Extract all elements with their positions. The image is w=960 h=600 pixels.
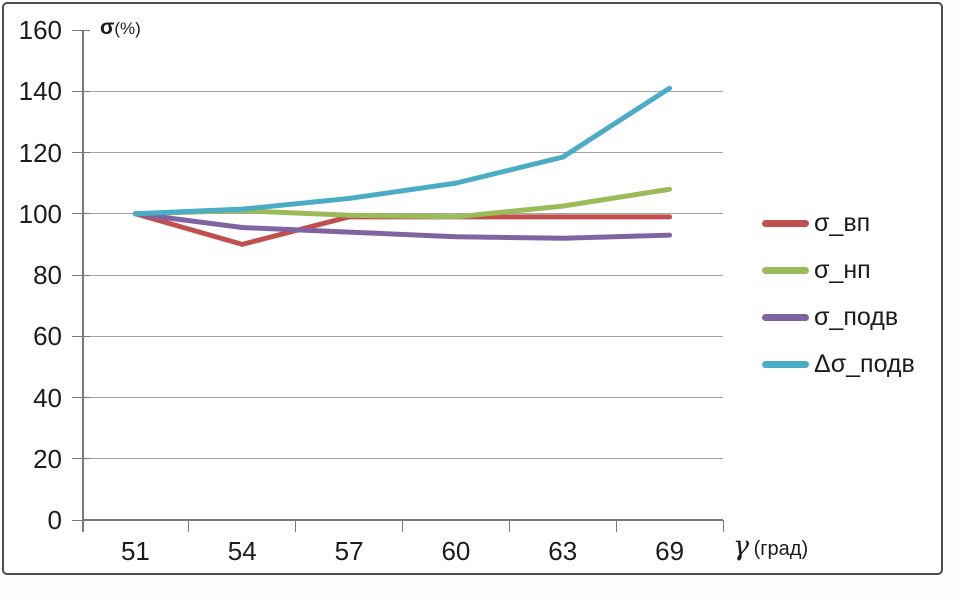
y-tick-80: [72, 274, 90, 276]
y-axis-title: σ(%): [100, 16, 141, 40]
y-tick-label-160: 160: [18, 15, 62, 45]
y-tick-60: [72, 335, 90, 337]
legend: σ_вп σ_нп σ_подв Δσ_подв: [762, 200, 915, 388]
x-axis-symbol: γ: [733, 531, 750, 562]
y-axis: [82, 30, 84, 532]
legend-swatch-2: [762, 314, 809, 321]
y-tick-label-20: 20: [33, 443, 62, 474]
y-tick-40: [72, 397, 90, 398]
legend-label-2: σ_подв: [814, 303, 899, 331]
legend-swatch-0: [762, 220, 809, 227]
y-tick-label-120: 120: [18, 137, 62, 168]
legend-item-0: σ_вп: [762, 200, 915, 247]
legend-item-1: σ_нп: [762, 247, 915, 294]
legend-item-3: Δσ_подв: [762, 341, 915, 388]
x-tick-0: [81, 520, 83, 532]
y-axis-symbol: σ: [100, 16, 115, 39]
x-axis-unit: (град): [753, 538, 809, 560]
series-line-2: [132, 211, 673, 241]
y-tick-120: [72, 152, 90, 153]
y-tick-label-80: 80: [33, 260, 62, 290]
legend-label-3: Δσ_подв: [814, 350, 915, 378]
x-tick-label-57: 57: [334, 536, 364, 566]
x-tick-4: [508, 520, 510, 532]
legend-swatch-1: [762, 267, 809, 274]
y-tick-label-40: 40: [33, 382, 62, 413]
x-tick-label-60: 60: [441, 536, 471, 566]
x-tick-6: [722, 520, 724, 532]
y-tick-label-140: 140: [18, 76, 62, 107]
gridline-y80: [82, 274, 723, 276]
y-tick-label-60: 60: [33, 321, 62, 352]
x-tick-label-63: 63: [548, 536, 578, 566]
y-tick-140: [72, 90, 90, 92]
y-tick-160: [72, 29, 90, 31]
gridline-y60: [82, 335, 723, 337]
x-axis-title: γ (град): [733, 531, 808, 562]
gridline-y120: [82, 152, 723, 153]
y-tick-100: [72, 213, 90, 215]
legend-label-1: σ_нп: [814, 256, 871, 284]
x-tick-label-51: 51: [120, 536, 150, 566]
gridline-y40: [82, 397, 723, 398]
y-tick-label-100: 100: [18, 198, 62, 229]
chart-frame: [2, 2, 943, 575]
y-tick-20: [72, 458, 90, 460]
legend-swatch-3: [762, 361, 809, 368]
y-tick-0: [72, 519, 90, 521]
legend-item-2: σ_подв: [762, 294, 915, 341]
x-tick-label-54: 54: [227, 536, 257, 566]
gridline-y20: [82, 458, 723, 460]
x-tick-label-69: 69: [655, 536, 685, 566]
y-tick-label-0: 0: [47, 505, 62, 535]
x-tick-2: [295, 520, 297, 532]
x-tick-1: [188, 520, 190, 532]
gridline-y140: [82, 90, 723, 92]
legend-label-0: σ_вп: [814, 209, 871, 237]
x-tick-5: [615, 520, 617, 532]
series-line-3: [132, 85, 673, 217]
x-tick-3: [402, 520, 403, 532]
y-axis-unit: (%): [114, 19, 141, 38]
